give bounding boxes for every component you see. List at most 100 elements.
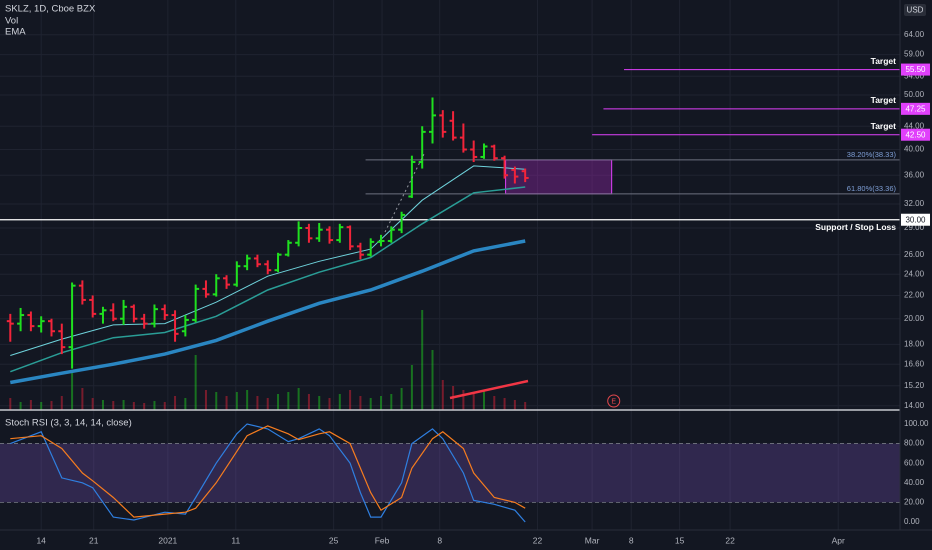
y-tick-label: 20.00	[904, 497, 925, 506]
volume-bar	[482, 390, 485, 410]
volume-bar	[204, 390, 207, 410]
earnings-marker	[607, 394, 621, 408]
volume-bar	[513, 400, 516, 410]
volume-bar	[349, 390, 352, 410]
fib-zone	[505, 159, 613, 195]
indicator-label: Vol	[5, 16, 18, 27]
x-tick-label: 15	[675, 535, 685, 545]
y-tick-label: 29.00	[904, 223, 925, 232]
volume-bar	[50, 401, 53, 410]
volume-bar	[163, 402, 166, 410]
x-tick-label: 25	[329, 535, 339, 545]
volume-bar	[235, 392, 238, 410]
y-tick-label: 54.00	[904, 71, 925, 80]
volume-bar	[410, 365, 413, 410]
price-label-box	[901, 63, 930, 76]
volume-bar	[19, 402, 22, 410]
volume-bar	[307, 394, 310, 410]
y-tick-label: 40.00	[904, 145, 925, 154]
volume-bar	[29, 400, 32, 410]
fib-label: 38.20%(38.33)	[847, 150, 897, 159]
price-label: 47.25	[905, 104, 926, 113]
volume-bar	[153, 401, 156, 410]
y-tick-label: 22.00	[904, 291, 925, 300]
price-label-box	[901, 102, 930, 115]
volume-bar	[493, 396, 496, 410]
volume-bar	[380, 396, 383, 410]
y-tick-label: 0.00	[904, 517, 920, 526]
volume-bar	[328, 398, 331, 410]
volume-bar	[524, 402, 527, 410]
volume-bar	[246, 390, 249, 410]
y-tick-label: 40.00	[904, 478, 925, 487]
x-tick-label: Mar	[585, 535, 600, 545]
volume-bar	[60, 396, 63, 410]
volume-bar	[112, 401, 115, 410]
volume-bar	[40, 402, 43, 410]
target-name: Target	[871, 95, 897, 105]
currency-box[interactable]	[904, 4, 926, 16]
volume-bar	[256, 396, 259, 410]
y-tick-label: 80.00	[904, 439, 925, 448]
volume-bar	[462, 390, 465, 410]
y-tick-label: 100.00	[904, 419, 929, 428]
volume-bar	[503, 398, 506, 410]
ema-line	[10, 165, 526, 356]
symbol-title: SKLZ, 1D, Cboe BZX	[5, 4, 96, 15]
volume-bar	[441, 380, 444, 410]
x-tick-label: 14	[36, 535, 46, 545]
y-tick-label: 18.00	[904, 340, 925, 349]
volume-bar	[132, 402, 135, 410]
y-tick-label: 16.60	[904, 359, 925, 368]
price-label: 42.50	[905, 130, 926, 139]
volume-bar	[277, 394, 280, 410]
volume-bar	[71, 370, 74, 410]
y-tick-label: 60.00	[904, 458, 925, 467]
rsi-band	[0, 443, 900, 503]
volume-bar	[318, 396, 321, 410]
volume-bar	[359, 396, 362, 410]
y-tick-label: 20.00	[904, 314, 925, 323]
y-tick-label: 59.00	[904, 50, 925, 59]
volume-bar	[184, 398, 187, 410]
x-tick-label: 8	[629, 535, 634, 545]
y-tick-label: 64.00	[904, 30, 925, 39]
price-label-box	[901, 128, 930, 141]
volume-bar	[101, 400, 104, 410]
target-name: Target	[871, 56, 897, 66]
volume-bar	[174, 396, 177, 410]
x-tick-label: 2021	[158, 535, 177, 545]
y-tick-label: 44.00	[904, 121, 925, 130]
x-tick-label: Apr	[832, 535, 845, 545]
price-label: 55.50	[905, 65, 926, 74]
x-tick-label: 22	[725, 535, 735, 545]
rsi-title: Stoch RSI (3, 3, 14, 14, close)	[5, 418, 132, 429]
support-name: Support / Stop Loss	[815, 222, 896, 232]
ema-line	[10, 186, 526, 373]
earnings-label: E	[611, 398, 616, 405]
ema-line	[9, 239, 526, 385]
volume-bar	[287, 392, 290, 410]
volume-bar	[472, 394, 475, 410]
x-tick-label: Feb	[375, 535, 390, 545]
y-tick-label: 24.00	[904, 269, 925, 278]
volume-trendline	[449, 379, 529, 400]
volume-bar	[431, 350, 434, 410]
indicator-label: EMA	[5, 27, 26, 38]
volume-bar	[81, 388, 84, 410]
volume-bar	[143, 403, 146, 410]
x-tick-label: 22	[533, 535, 543, 545]
y-tick-label: 26.00	[904, 250, 925, 259]
volume-bar	[215, 392, 218, 410]
currency[interactable]: USD	[907, 6, 924, 15]
y-tick-label: 15.20	[904, 381, 925, 390]
fib-label: 61.80%(33.36)	[847, 184, 897, 193]
volume-bar	[400, 388, 403, 410]
volume-bar	[194, 355, 197, 410]
price-label: 30.00	[905, 215, 926, 224]
volume-bar	[266, 398, 269, 410]
volume-bar	[369, 398, 372, 410]
rsi-line	[10, 425, 526, 518]
